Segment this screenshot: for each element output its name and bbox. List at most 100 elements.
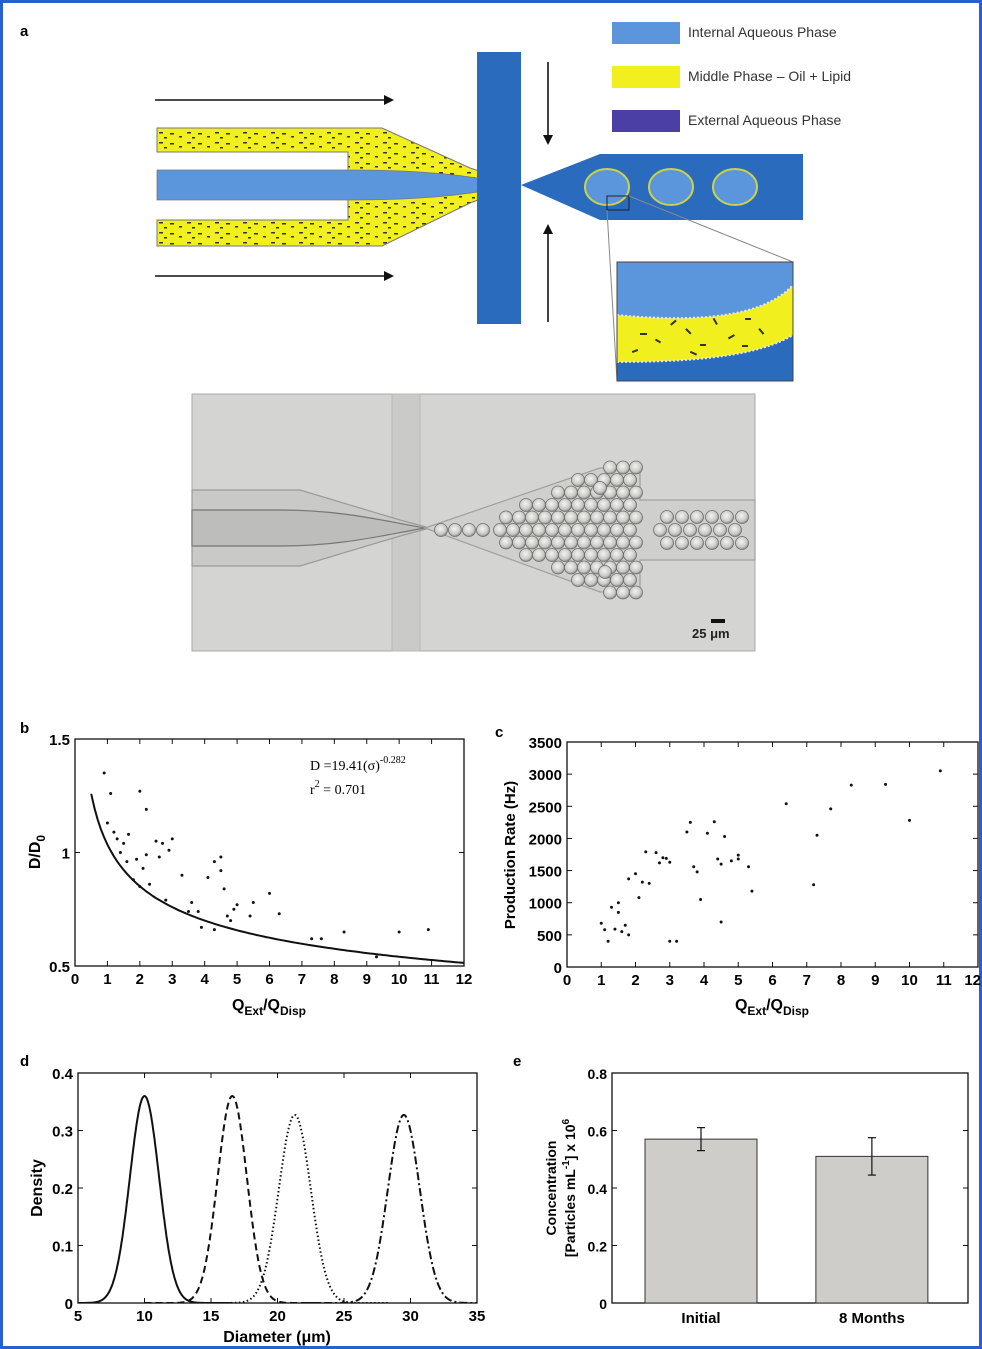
panel-c-ytick-label: 2000 — [529, 831, 562, 848]
panel-b-point — [186, 910, 190, 914]
micrograph-droplet — [564, 560, 578, 575]
panel-c-point — [623, 923, 627, 927]
panel-d-xtick-label: 10 — [136, 1308, 153, 1325]
panel-c-xtick-label: 0 — [563, 972, 571, 989]
micrograph-droplet — [713, 523, 727, 537]
micrograph-droplet — [545, 498, 559, 512]
panel-b-point — [115, 837, 119, 841]
panel-b-point — [229, 919, 233, 923]
panel-c-point — [647, 881, 651, 885]
micrograph-droplet — [610, 498, 624, 512]
scale-bar — [711, 619, 725, 623]
panel-b-letter: b — [20, 720, 29, 737]
panel-b-point — [154, 839, 158, 843]
panel-c-xtick-label: 2 — [631, 972, 639, 989]
panel-c-point — [747, 865, 751, 869]
panel-b-point — [118, 851, 122, 854]
micrograph-droplet — [584, 523, 598, 537]
panel-b-point — [135, 857, 139, 861]
panel-c-point — [606, 939, 610, 943]
panel-c-point — [750, 889, 754, 893]
micrograph-droplet — [551, 560, 565, 575]
panel-b-point — [161, 841, 165, 845]
phase-legend: Internal Aqueous Phase Middle Phase – Oi… — [612, 22, 851, 132]
micrograph-droplet — [610, 523, 624, 537]
panel-d-curve-4 — [308, 1113, 477, 1303]
panel-b-point — [248, 914, 252, 918]
micrograph-droplet — [616, 510, 630, 525]
panel-d-xtick-label: 5 — [74, 1308, 82, 1325]
droplet-2 — [648, 168, 694, 206]
micrograph-droplet — [629, 460, 643, 475]
panel-b-point — [180, 873, 184, 877]
micrograph-droplet — [577, 485, 591, 500]
panel-c-xtick-label: 1 — [597, 972, 605, 989]
micrograph-droplet — [728, 523, 742, 537]
panel-c-point — [849, 783, 853, 787]
panel-c-point — [627, 933, 631, 937]
micrograph-droplet — [735, 536, 749, 550]
panel-b-xlabel: QExt/QDisp — [232, 997, 306, 1018]
legend-label-external: External Aqueous Phase — [688, 112, 842, 128]
external-phase-crossflow — [477, 52, 521, 324]
zoom-box — [606, 195, 630, 211]
panel-c-points — [599, 769, 942, 943]
panel-c-point — [692, 865, 696, 869]
panel-c-xtick-label: 3 — [666, 972, 674, 989]
micrograph-droplet — [434, 523, 448, 537]
panel-c-ytick-label: 2500 — [529, 799, 562, 816]
panel-a-letter: a — [20, 23, 29, 40]
panel-b-plot-area — [74, 738, 465, 967]
panel-c-xtick-label: 12 — [964, 972, 981, 989]
micrograph-droplet — [551, 485, 565, 500]
micrograph-droplet — [448, 523, 462, 537]
panel-b-ytick-label: 0.5 — [49, 959, 70, 976]
micrograph-droplet — [571, 473, 585, 487]
micrograph-droplet — [629, 535, 643, 550]
micrograph-droplet — [564, 485, 578, 500]
panel-c-xtick-label: 5 — [734, 972, 742, 989]
legend-swatch-internal — [612, 22, 680, 44]
micrograph-droplets — [434, 460, 749, 600]
panel-c-point — [685, 830, 689, 834]
panel-b-ylabel: D/D0 — [27, 835, 48, 870]
panel-c-point — [664, 856, 668, 860]
panel-b-point — [268, 891, 271, 895]
micrograph-droplet — [629, 585, 643, 600]
micrograph-droplet — [551, 510, 565, 525]
panel-c-point — [695, 870, 699, 874]
micrograph-droplet — [698, 523, 712, 537]
panel-c-point — [884, 782, 888, 786]
panel-c-point — [603, 928, 607, 932]
panel-b-point — [105, 821, 109, 825]
panel-d-curve-2 — [144, 1094, 320, 1303]
micrograph-droplet — [512, 535, 526, 550]
micrograph-droplet — [623, 523, 637, 537]
panel-c-point — [668, 860, 672, 864]
micrograph-droplet — [603, 460, 617, 475]
panel-c-point — [736, 857, 740, 861]
panel-b-point — [148, 882, 152, 886]
micrograph-droplet — [623, 473, 637, 487]
panel-d-xlabel: Diameter (μm) — [223, 1329, 331, 1346]
panel-b-xtick-label: 9 — [363, 971, 371, 988]
panel-d-plot-area — [77, 1072, 478, 1304]
panel-c-point — [829, 807, 833, 811]
panel-c-point — [712, 820, 716, 824]
micrograph-droplet — [499, 535, 513, 550]
panel-c-point — [640, 880, 644, 884]
micrograph-droplet — [519, 548, 533, 562]
panel-d-ytick-label: 0 — [65, 1296, 73, 1313]
legend-label-middle: Middle Phase – Oil + Lipid — [688, 68, 851, 84]
micrograph-droplet — [690, 536, 704, 550]
panel-c-ytick-label: 1000 — [529, 896, 562, 913]
panel-e-ytick-label: 0.4 — [588, 1181, 608, 1197]
panel-c-letter: c — [495, 724, 503, 741]
micrograph-droplet — [720, 536, 734, 550]
panel-e-ylabel-line1: Concentration — [543, 1141, 559, 1236]
panel-b-point — [109, 791, 113, 795]
micrograph-droplet — [623, 573, 637, 587]
micrograph-droplet — [584, 573, 598, 587]
panel-e-bars: Initial 8 Months — [644, 1127, 929, 1327]
